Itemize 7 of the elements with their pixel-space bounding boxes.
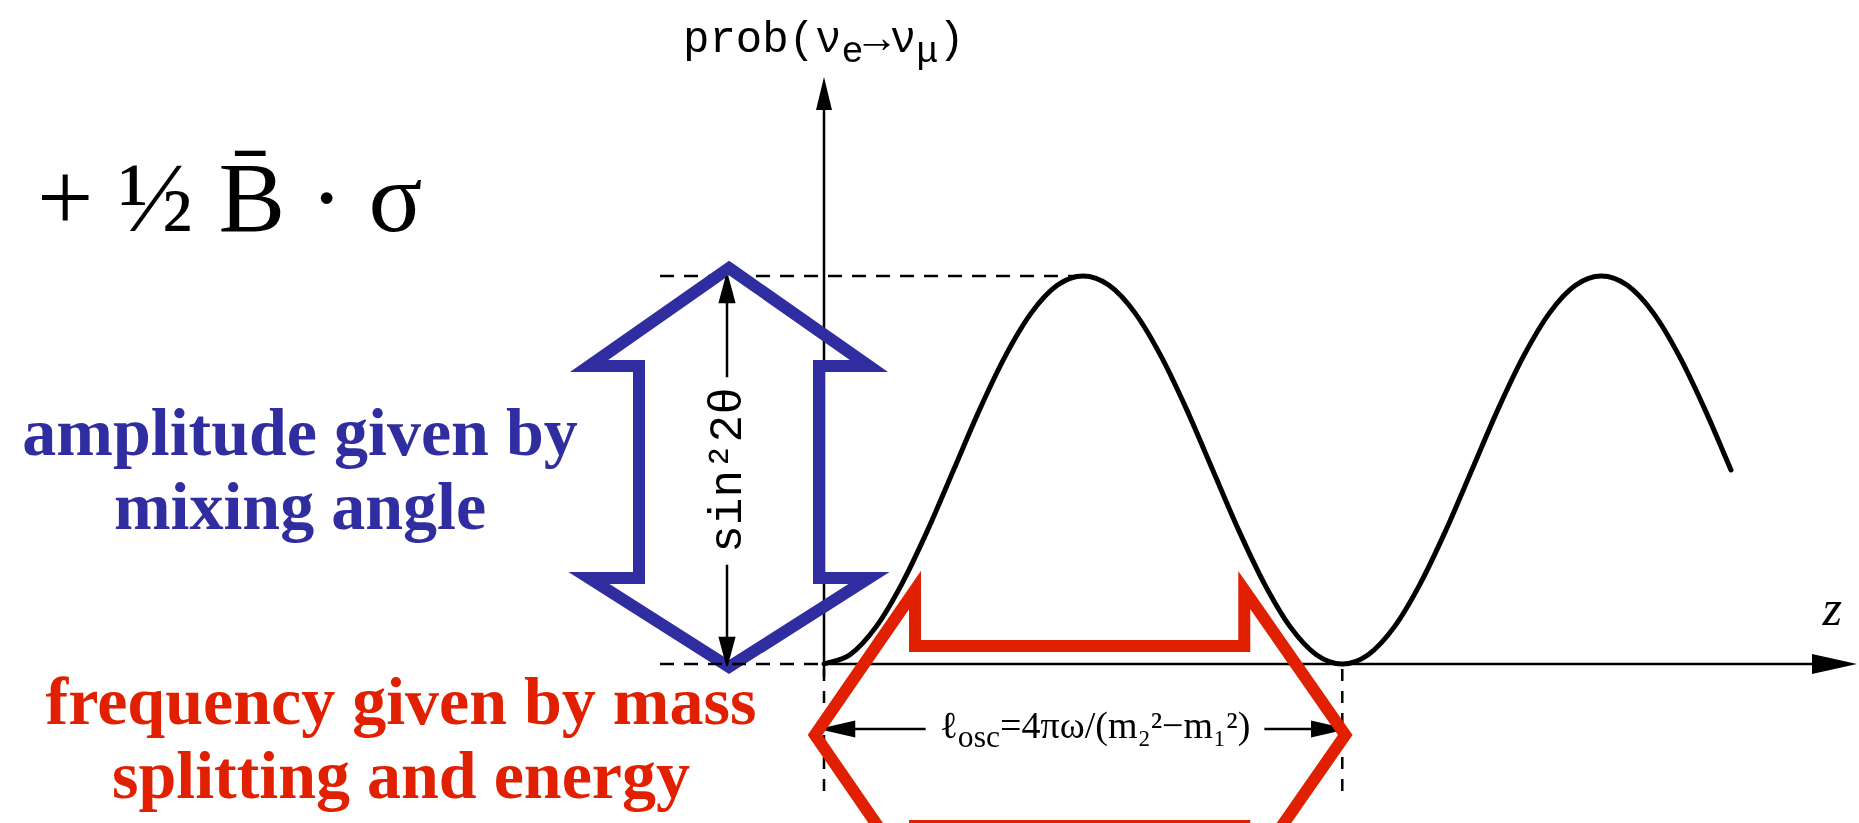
text: + ½ B̄ · σ <box>37 141 423 255</box>
text: amplitude given by mixing angle <box>21 394 579 544</box>
text: ℓ$_{osc}$=4πω/(m₂²−m₁²) <box>939 703 1251 755</box>
y-axis-title: prob(ν$_{e}$→ν$_{μ}$) <box>683 15 965 73</box>
text: sin²2θ <box>703 387 755 553</box>
text: frequency given by mass splitting and energy <box>44 663 758 813</box>
x-axis-title: z <box>1822 579 1842 637</box>
